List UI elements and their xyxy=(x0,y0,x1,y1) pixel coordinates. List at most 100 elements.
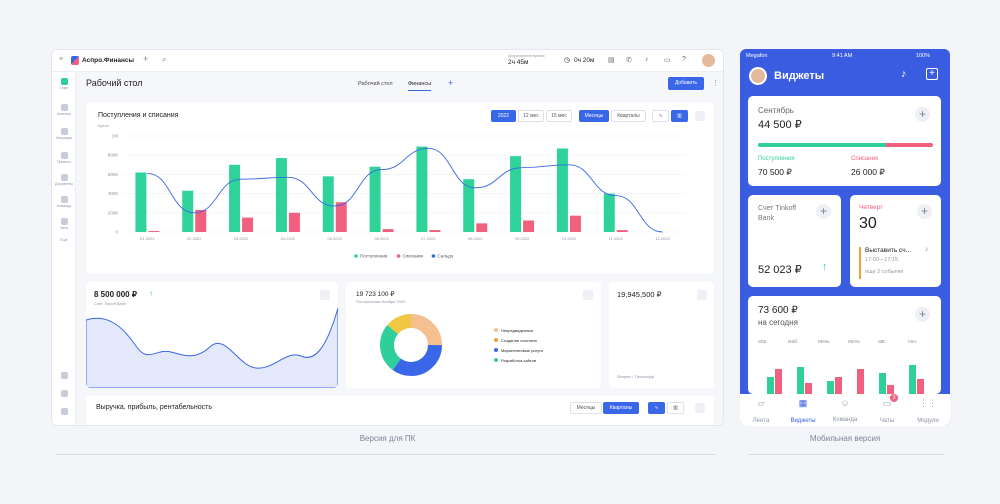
mini-bar xyxy=(857,369,864,394)
mini-bar xyxy=(805,383,812,394)
y-tick-label: 0 xyxy=(115,230,118,235)
nav-chats[interactable]: ▭ Чаты xyxy=(872,398,902,426)
event-marker xyxy=(859,247,861,279)
donut-label: Поступления Ноябрь 2022 xyxy=(356,299,406,304)
bell-icon[interactable]: ♪ xyxy=(645,56,649,63)
add-icon[interactable]: + xyxy=(915,307,930,322)
add-tab-icon[interactable]: + xyxy=(143,54,149,64)
x-tick-label: 11.2022 xyxy=(609,236,624,241)
legend-dot-icon xyxy=(494,328,498,332)
card-settings-icon[interactable] xyxy=(697,290,707,300)
account-amount: 8 500 000 ₽ xyxy=(94,290,137,299)
cashflow-chart: 1М 800К 600К 400К 200К 0 01.2022 02.2022 03.2022… xyxy=(108,134,686,259)
month-label: июнь xyxy=(818,339,830,345)
sidebar-item-more[interactable]: Ещё xyxy=(60,238,68,242)
nav-team[interactable]: ☺ Команда xyxy=(828,398,862,426)
team-icon xyxy=(60,196,68,203)
today-mini-chart: апр. май июнь июль авг. сен. xyxy=(758,339,933,394)
bell-icon[interactable]: ♪ xyxy=(901,68,907,80)
sidebar-profile[interactable] xyxy=(52,408,76,416)
avatar[interactable] xyxy=(702,54,715,67)
nav-feed[interactable]: ▱ Лента xyxy=(746,398,776,426)
menu-icon[interactable]: ≡ xyxy=(59,56,64,63)
x-tick-label: 05.2022 xyxy=(328,236,343,241)
sidebar-item-team[interactable]: Команда xyxy=(52,196,76,208)
period-12m-button[interactable]: 12 мес xyxy=(518,110,544,122)
x-tick-label: 10.2022 xyxy=(562,236,577,241)
period-2022-button[interactable]: 2022 xyxy=(491,110,516,122)
revenue-quarters-button[interactable]: Кварталы xyxy=(603,402,639,414)
tab-desktop[interactable]: Рабочий стол xyxy=(358,81,393,87)
month-card: Сентябрь 44 500 ₽ + Поступления 70 500 ₽… xyxy=(748,96,941,186)
notes-icon[interactable]: ▤ xyxy=(608,57,615,64)
sidebar-item-operations[interactable]: Операции xyxy=(52,128,76,140)
mobile-caption: Мобильная версия xyxy=(809,434,881,443)
sidebar-item-clients[interactable]: Клиенты xyxy=(52,104,76,116)
clients-icon xyxy=(60,104,68,111)
sidebar-item-start[interactable]: Старт xyxy=(52,78,76,90)
nav-widgets[interactable]: ▦ Виджеты xyxy=(786,398,820,426)
help-icon[interactable]: ? xyxy=(682,56,686,63)
revenue-months-button[interactable]: Месяцы xyxy=(570,402,602,414)
nav-modules[interactable]: ⋮⋮ Модули xyxy=(912,398,944,426)
bar-expense xyxy=(523,220,535,232)
settings-square-icon[interactable] xyxy=(695,111,705,121)
trend-up-icon: ↑ xyxy=(822,261,828,273)
x-tick-label: 03.2022 xyxy=(234,236,249,241)
revenue-line-toggle-icon[interactable]: ∿ xyxy=(648,402,665,414)
sidebar-item-projects[interactable]: Проекты xyxy=(52,152,76,164)
revenue-bar-toggle-icon[interactable]: ▥ xyxy=(667,402,684,414)
period-15m-button[interactable]: 15 мес xyxy=(546,110,572,122)
operations-icon xyxy=(60,128,68,135)
phone-icon[interactable]: ✆ xyxy=(626,57,632,64)
timer-value[interactable]: 0ч 20м xyxy=(574,57,595,64)
add-widget-icon[interactable]: + xyxy=(926,68,938,80)
top-bar: ≡ Аспро.Финансы + ⌕ Затраченное время 2ч… xyxy=(52,50,723,72)
mini-bar xyxy=(879,373,886,394)
search-icon[interactable]: ⌕ xyxy=(162,55,167,64)
more-events[interactable]: еще 2 события xyxy=(865,269,904,275)
bar-expense xyxy=(382,229,394,232)
y-tick-label: 800К xyxy=(108,153,119,158)
bar-expense xyxy=(476,223,488,232)
sidebar-item-documents[interactable]: Документы xyxy=(52,174,76,186)
chat-icon[interactable]: ▭ xyxy=(664,57,671,64)
bar-expense xyxy=(335,202,347,232)
sidebar-settings[interactable] xyxy=(52,372,76,380)
sidebar-item-chats[interactable]: Чаты xyxy=(52,218,76,230)
avatar[interactable] xyxy=(749,67,767,85)
bar-income xyxy=(229,164,241,232)
legend-label: Поступления xyxy=(360,254,388,259)
event-title[interactable]: Выставить сч... xyxy=(865,247,912,254)
month-progress-fill xyxy=(758,143,886,147)
sidebar-help[interactable] xyxy=(52,390,76,398)
tab-finance[interactable]: Финансы xyxy=(408,81,432,91)
bottom-nav: ▱ Лента ▦ Виджеты ☺ Команда ▭ Чаты 3 ⋮⋮ Модул… xyxy=(740,394,950,426)
x-tick-label: 06.2022 xyxy=(374,236,389,241)
add-tab-button[interactable]: + xyxy=(448,78,454,88)
more-icon[interactable]: ⋮ xyxy=(712,80,719,87)
reminder-icon: ♪ xyxy=(925,246,929,253)
bar-chart-toggle-icon[interactable]: ▥ xyxy=(671,110,688,122)
add-icon[interactable]: + xyxy=(816,204,831,219)
chats-icon: ▭ xyxy=(882,398,892,408)
card-settings-icon[interactable] xyxy=(695,403,705,413)
card-settings-icon[interactable] xyxy=(583,290,593,300)
bar-income xyxy=(369,166,381,232)
timer-icon[interactable]: ◷ xyxy=(564,57,571,64)
line-chart-toggle-icon[interactable]: ∿ xyxy=(652,110,669,122)
month-label: авг. xyxy=(878,339,887,345)
donut-chart xyxy=(380,314,442,376)
today-card: 73 600 ₽ на сегодня + апр. май июнь июль… xyxy=(748,296,941,394)
donut-legend: Непредвиденные Создание логотипа Маркети… xyxy=(494,328,543,363)
months-button[interactable]: Месяцы xyxy=(579,110,609,122)
card-settings-icon[interactable] xyxy=(320,290,330,300)
quarters-button[interactable]: Кварталы xyxy=(611,110,646,122)
add-icon[interactable]: + xyxy=(915,107,930,122)
add-icon[interactable]: + xyxy=(917,204,932,219)
bar-income xyxy=(275,158,287,232)
add-button[interactable]: Добавить xyxy=(668,77,704,90)
x-tick-label: 09.2022 xyxy=(515,236,530,241)
expense-label: Списания xyxy=(851,156,879,162)
month-name: Сентябрь xyxy=(758,106,794,115)
